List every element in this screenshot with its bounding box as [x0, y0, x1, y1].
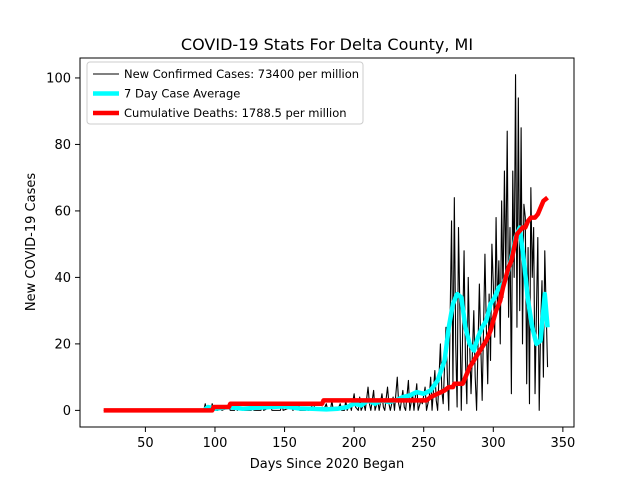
x-tick-label: 300 [481, 436, 506, 451]
y-axis: 0 20 40 60 80 100 [46, 71, 80, 419]
x-tick-label: 350 [550, 436, 575, 451]
legend: New Confirmed Cases: 73400 per million 7 … [86, 61, 364, 125]
series-layer [103, 74, 550, 413]
series-line-3 [103, 195, 549, 413]
x-tick-label: 150 [272, 436, 297, 451]
chart-title: COVID-19 Stats For Delta County, MI [181, 35, 473, 54]
y-axis-label: New COVID-19 Cases [24, 173, 39, 311]
y-tick-label: 40 [54, 271, 71, 286]
x-tick-label: 200 [342, 436, 367, 451]
legend-entry-3: Cumulative Deaths: 1788.5 per million [124, 106, 347, 120]
y-tick-label: 100 [46, 71, 71, 86]
y-tick-label: 80 [54, 138, 71, 153]
plot-frame [79, 57, 575, 428]
y-tick-label: 20 [54, 337, 71, 352]
legend-entry-2: 7 Day Case Average [124, 87, 240, 101]
x-tick-label: 100 [203, 436, 228, 451]
legend-entry-1: New Confirmed Cases: 73400 per million [124, 67, 359, 81]
y-tick-label: 60 [54, 204, 71, 219]
x-axis-label: Days Since 2020 Began [250, 457, 405, 472]
x-tick-label: 250 [411, 436, 436, 451]
legend-box [86, 61, 364, 125]
y-tick-label: 0 [63, 404, 71, 419]
x-tick-label: 50 [137, 436, 154, 451]
x-axis: 50 100 150 200 250 300 350 [137, 427, 575, 451]
